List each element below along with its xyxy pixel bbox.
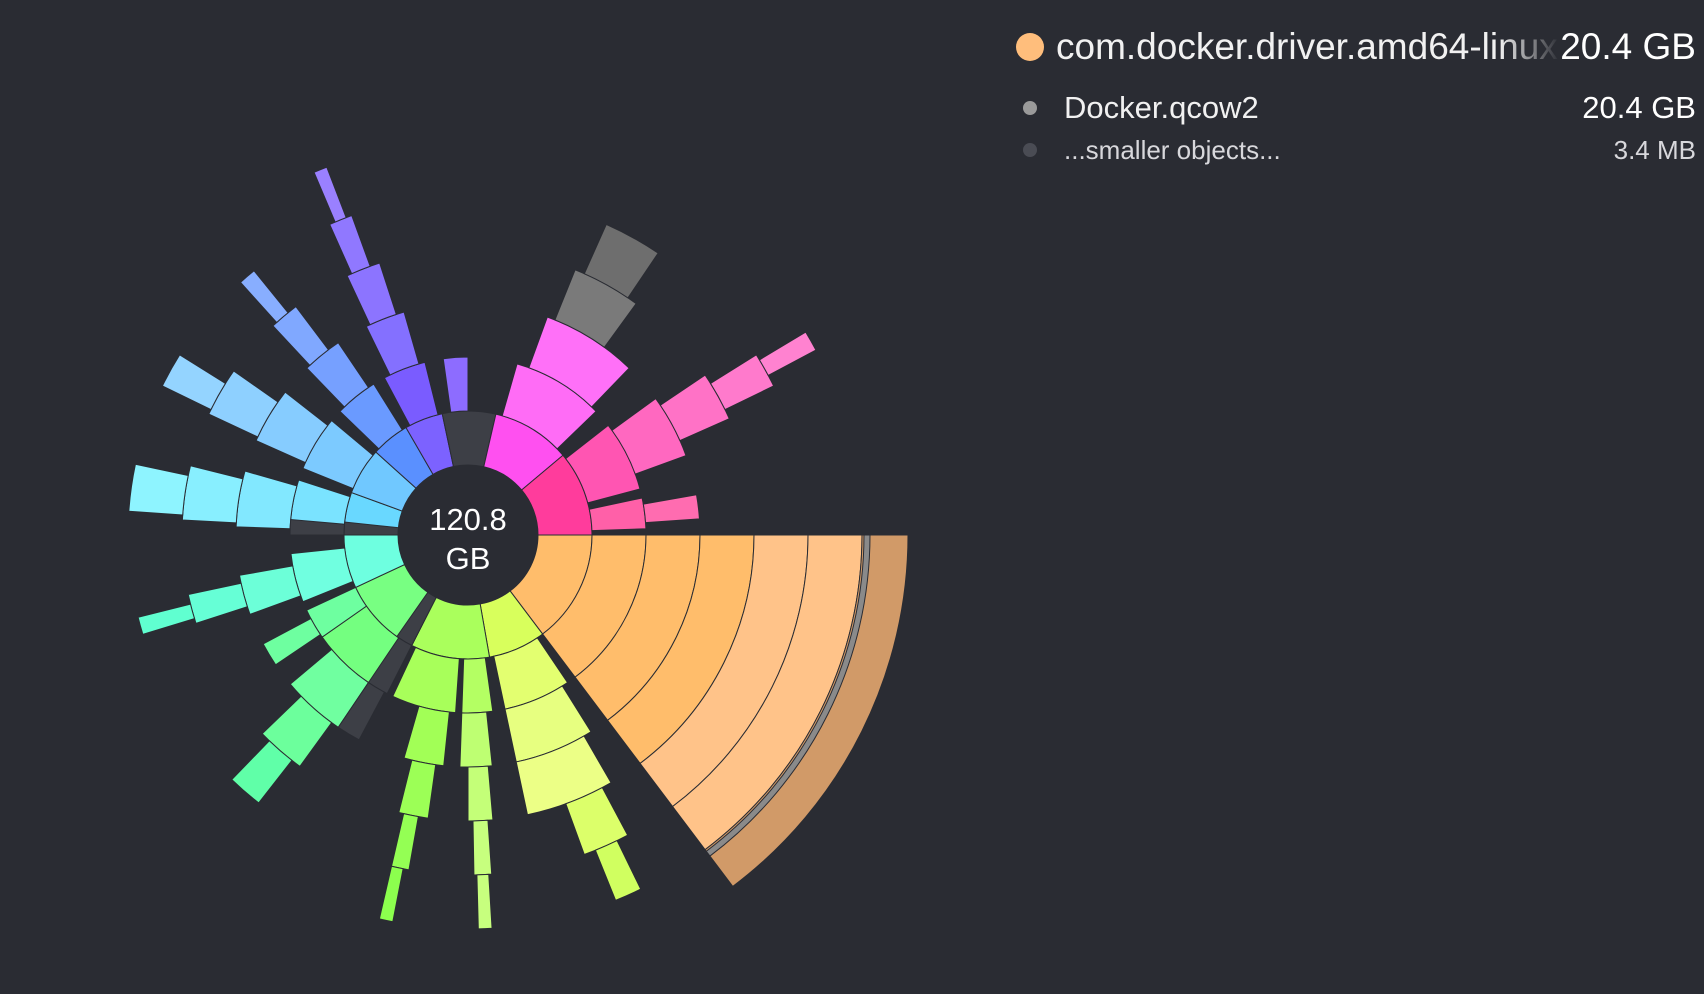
total-size-unit: GB (445, 541, 491, 576)
circle-dot-icon (1016, 33, 1044, 61)
sunburst-segment[interactable] (313, 166, 347, 223)
total-size-value: 120.8 (429, 502, 507, 537)
selected-item-row[interactable]: com.docker.driver.amd64-linux 20.4 GB (1008, 22, 1696, 72)
child-item-size: 20.4 GB (1582, 90, 1696, 125)
details-panel: com.docker.driver.amd64-linux 20.4 GB Do… (1008, 22, 1696, 168)
sunburst-segment[interactable] (238, 565, 302, 615)
selected-item-name: com.docker.driver.amd64-linux (1056, 26, 1558, 67)
circle-dot-icon (1023, 101, 1037, 115)
sunburst-chart[interactable] (0, 0, 960, 994)
sunburst-segment[interactable] (262, 617, 322, 666)
smaller-objects-size: 3.4 MB (1613, 134, 1696, 165)
sunburst-segment[interactable] (403, 705, 450, 767)
sunburst-segment[interactable] (594, 839, 642, 901)
sunburst-segment[interactable] (239, 270, 289, 324)
sunburst-segment[interactable] (467, 765, 494, 822)
sunburst-segment[interactable] (390, 813, 419, 871)
smaller-objects-name: ...smaller objects... (1064, 134, 1281, 165)
sunburst-segment[interactable] (235, 470, 298, 530)
sunburst-segment[interactable] (137, 603, 196, 636)
sunburst-segment[interactable] (583, 223, 659, 299)
sunburst-center-hole[interactable] (398, 465, 538, 605)
child-item-row[interactable]: Docker.qcow2 20.4 GB (1008, 84, 1696, 132)
smaller-objects-row[interactable]: ...smaller objects... 3.4 MB (1008, 132, 1696, 168)
selected-item-size: 20.4 GB (1560, 26, 1696, 67)
sunburst-segment[interactable] (758, 331, 817, 377)
sunburst-segment[interactable] (642, 494, 700, 524)
child-item-name: Docker.qcow2 (1064, 90, 1259, 125)
sunburst-segment[interactable] (378, 865, 404, 923)
total-size-label[interactable]: 120.8 GB (398, 500, 538, 578)
sunburst-segment[interactable] (461, 657, 494, 714)
sunburst-segment[interactable] (442, 356, 469, 413)
sunburst-segment[interactable] (472, 819, 493, 876)
sunburst-segment[interactable] (588, 497, 647, 532)
sunburst-segment[interactable] (398, 759, 437, 819)
sunburst-segment[interactable] (181, 465, 244, 524)
sunburst-segment[interactable] (337, 681, 386, 741)
sunburst-segment[interactable] (476, 873, 493, 930)
sunburst-segment[interactable] (459, 711, 493, 768)
sunburst-segment-docker-outline[interactable] (705, 534, 871, 857)
circle-dot-icon (1023, 143, 1037, 157)
sunburst-segment[interactable] (231, 740, 293, 804)
sunburst-segment[interactable] (289, 518, 346, 536)
sunburst-segment[interactable] (329, 214, 371, 275)
sunburst-segment[interactable] (161, 354, 227, 411)
sunburst-segment[interactable] (187, 582, 248, 625)
sunburst-segment[interactable] (128, 463, 189, 516)
